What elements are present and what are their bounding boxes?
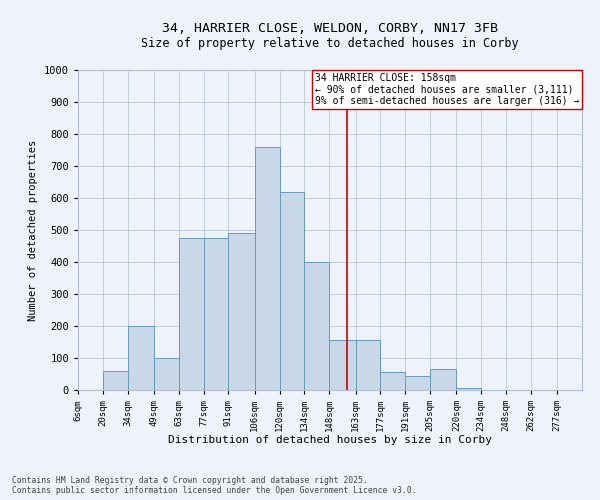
Bar [203, 238, 229, 390]
Text: Size of property relative to detached houses in Corby: Size of property relative to detached ho… [141, 38, 519, 51]
Bar [430, 369, 457, 390]
Bar [356, 340, 380, 390]
Bar [304, 262, 329, 390]
Bar [405, 376, 430, 390]
Y-axis label: Number of detached properties: Number of detached properties [28, 140, 38, 320]
Bar [128, 326, 154, 390]
Bar [280, 192, 304, 390]
Bar [179, 238, 203, 390]
Text: 34 HARRIER CLOSE: 158sqm
← 90% of detached houses are smaller (3,111)
9% of semi: 34 HARRIER CLOSE: 158sqm ← 90% of detach… [315, 73, 580, 106]
Text: Contains HM Land Registry data © Crown copyright and database right 2025.
Contai: Contains HM Land Registry data © Crown c… [12, 476, 416, 495]
X-axis label: Distribution of detached houses by size in Corby: Distribution of detached houses by size … [168, 436, 492, 446]
Bar [229, 233, 255, 390]
Bar [255, 147, 280, 390]
Bar [329, 340, 356, 390]
Bar [380, 372, 405, 390]
Bar [154, 358, 179, 390]
Bar [103, 371, 128, 390]
Text: 34, HARRIER CLOSE, WELDON, CORBY, NN17 3FB: 34, HARRIER CLOSE, WELDON, CORBY, NN17 3… [162, 22, 498, 36]
Bar [457, 388, 481, 390]
